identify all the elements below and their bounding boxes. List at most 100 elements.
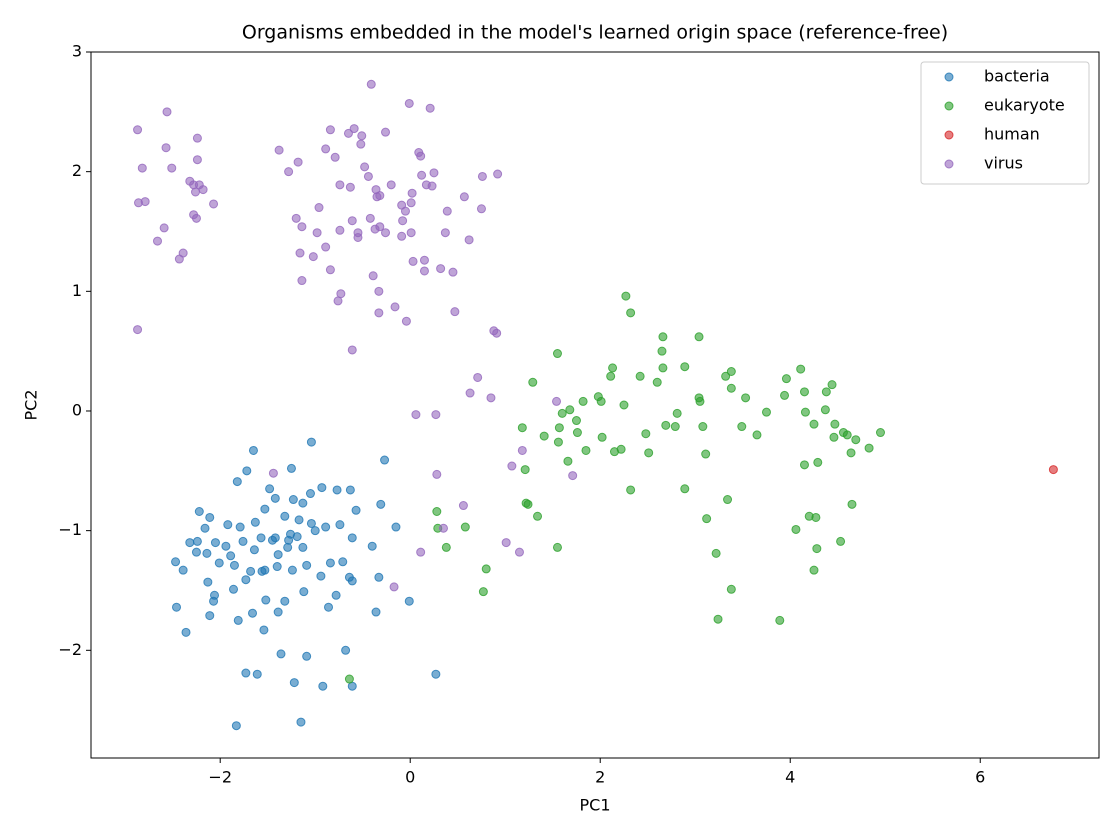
point [291,213,301,223]
point [436,264,446,274]
point [314,203,324,213]
point [153,236,163,246]
point [851,435,861,445]
point [407,188,417,198]
point [270,493,280,503]
point [192,155,202,165]
point [205,611,215,621]
point [593,392,603,402]
point [238,536,248,546]
point [325,558,335,568]
y-tick-label: 0 [72,400,82,419]
legend-marker [944,159,954,169]
point [305,489,315,499]
point [203,577,213,587]
point [644,448,654,458]
point [391,522,401,532]
point [226,551,236,561]
point [257,566,267,576]
point [799,387,809,397]
point [554,423,564,433]
point [232,477,242,487]
point [619,400,629,410]
point [441,542,451,552]
point [809,419,819,429]
point [318,681,328,691]
point [827,380,837,390]
point [159,223,169,233]
point [181,627,191,637]
point [486,393,496,403]
point [404,596,414,606]
point [626,485,636,495]
x-tick-label: 0 [405,768,415,787]
point [597,432,607,442]
point [368,271,378,281]
point [701,449,711,459]
point [229,584,239,594]
point [289,678,299,688]
point [284,167,294,177]
legend: bacteria eukaryote human virus [920,61,1090,185]
point [174,254,184,264]
point [419,255,429,265]
point [820,405,830,415]
point [241,575,251,585]
point [162,107,172,117]
point [292,532,302,542]
point [261,595,271,605]
point [609,447,619,457]
point [621,291,631,301]
point [345,485,355,495]
point [635,371,645,381]
point [345,182,355,192]
point [233,615,243,625]
point [658,332,668,342]
point [229,560,239,570]
point [431,410,441,420]
point [357,131,367,141]
point [473,372,483,382]
point [520,465,530,475]
point [476,204,486,214]
point [419,266,429,276]
point [302,651,312,661]
point [349,124,359,134]
point [200,523,210,533]
point [171,557,181,567]
point [450,307,460,317]
point [781,374,791,384]
point [363,171,373,181]
point [406,198,416,208]
point [191,213,201,223]
point [280,596,290,606]
point [317,483,327,493]
point [694,332,704,342]
point [552,542,562,552]
point [297,222,307,232]
point [351,505,361,515]
point [563,456,573,466]
point [829,432,839,442]
point [533,511,543,521]
y-tick-label: 3 [72,42,82,61]
y-axis-label: PC2 [22,390,41,421]
y-tick-label: 1 [72,281,82,300]
point [140,197,150,207]
point [492,328,502,338]
point [231,721,241,731]
point [416,151,426,161]
point [702,514,712,524]
point [287,565,297,575]
point [711,548,721,558]
point [836,536,846,546]
point [517,423,527,433]
point [608,363,618,373]
point [347,216,357,226]
point [737,422,747,432]
point [523,499,533,509]
point [493,169,503,179]
point [235,522,245,532]
legend-marker [944,130,954,140]
point [270,533,280,543]
